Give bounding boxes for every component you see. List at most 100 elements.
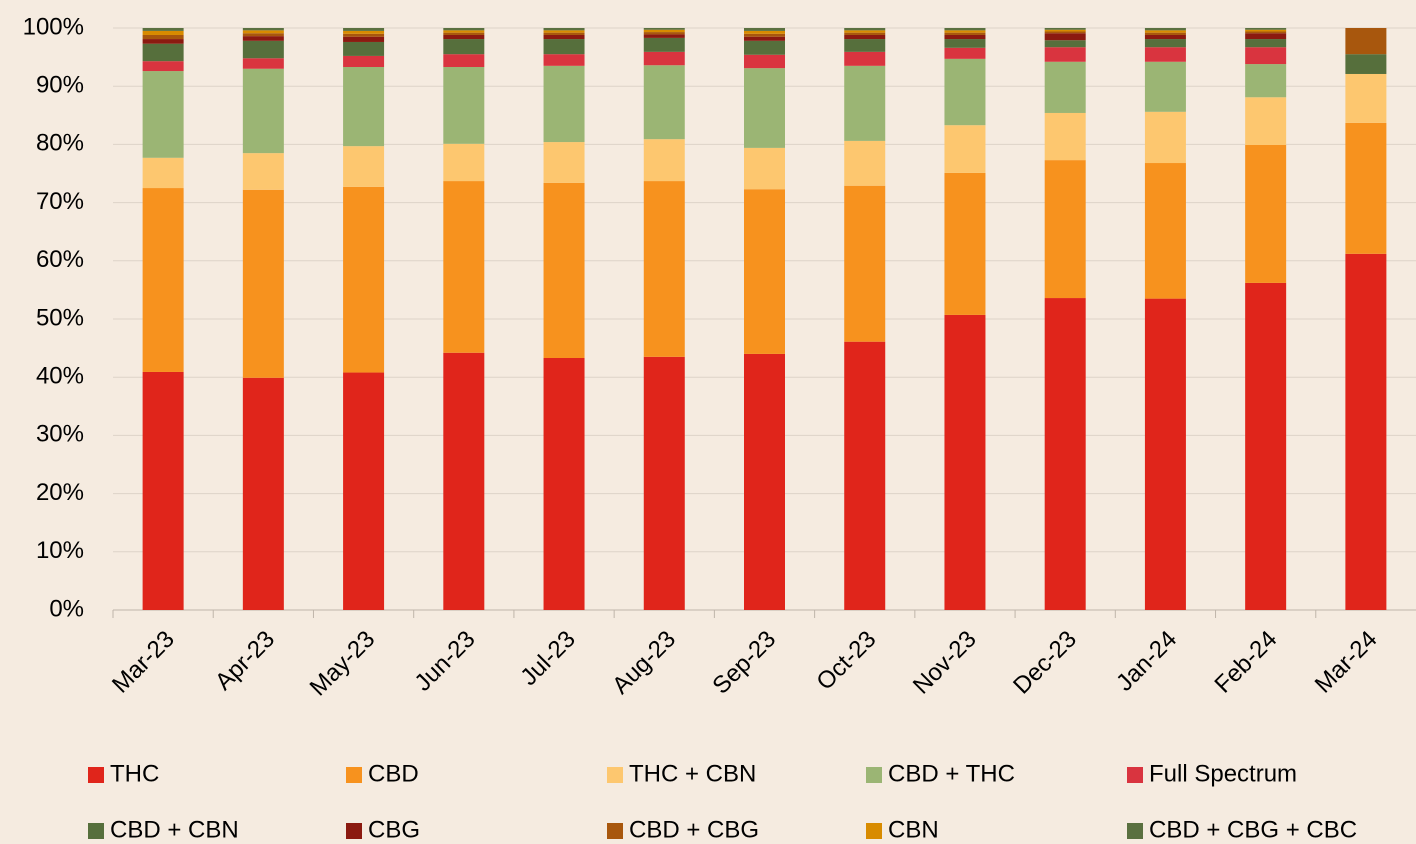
bar-segment	[543, 30, 585, 33]
bar-segment	[844, 341, 886, 610]
bar-segment	[343, 41, 385, 56]
bar-segment	[142, 71, 184, 158]
x-tick-label: Mar-23	[107, 626, 180, 699]
legend-swatch	[88, 767, 104, 783]
bar-segment	[744, 54, 785, 69]
bar-segment	[543, 54, 585, 66]
bar-segment	[844, 32, 886, 35]
bar-segment	[1144, 61, 1186, 112]
bar-segment	[1044, 28, 1086, 30]
bar-segment	[142, 61, 184, 72]
legend-swatch	[866, 767, 882, 783]
bar-segment	[1044, 33, 1086, 41]
bar-segment	[844, 28, 886, 31]
bar-segment	[1245, 282, 1287, 610]
bar-segment	[1245, 29, 1287, 32]
bar-segment	[242, 68, 284, 154]
bar-segment	[1245, 64, 1287, 98]
legend-label: CBD + CBG	[629, 816, 759, 843]
bar-segment	[1245, 39, 1287, 48]
bar-segment	[142, 43, 184, 62]
bar-segment	[1144, 47, 1186, 62]
bar-segment	[543, 65, 585, 143]
x-tick-label: Aug-23	[607, 626, 681, 700]
bar-segment	[242, 377, 284, 610]
bar-segment	[1144, 111, 1186, 164]
bar-segment	[543, 39, 585, 55]
legend-swatch	[1127, 823, 1143, 839]
bar-segment	[1144, 28, 1186, 31]
bar-segment	[844, 51, 886, 66]
x-tick-label: Jul-23	[515, 626, 580, 691]
bar-segment	[543, 142, 585, 183]
bar-segment	[1144, 39, 1186, 48]
bar-segment	[443, 143, 485, 182]
bar-segment	[1345, 122, 1387, 254]
bar-segment	[844, 65, 886, 141]
bar-segment	[142, 28, 184, 31]
bar-segment	[744, 147, 785, 190]
bar-segment	[443, 28, 485, 31]
bar-segment	[1144, 298, 1186, 610]
bar-segment	[1245, 28, 1287, 30]
bar-segment	[944, 58, 986, 126]
legend-swatch	[607, 823, 623, 839]
y-tick-label: 0%	[49, 595, 84, 622]
bar-segment	[944, 172, 986, 315]
bar-segment	[242, 28, 284, 31]
y-tick-label: 40%	[36, 363, 84, 390]
bar-segment	[1245, 97, 1287, 145]
bar-segment	[944, 39, 986, 48]
bar-segment	[1044, 298, 1086, 610]
bar-segment	[844, 30, 886, 33]
bar-segment	[1245, 47, 1287, 65]
legend-swatch	[346, 767, 362, 783]
bar-segment	[543, 34, 585, 40]
y-tick-label: 10%	[36, 537, 84, 564]
bar-segment	[1044, 40, 1086, 48]
legend-swatch	[866, 823, 882, 839]
bar-segment	[343, 28, 385, 31]
legend-label: CBN	[888, 816, 939, 843]
legend-label: THC + CBN	[629, 760, 756, 787]
bar-segment	[944, 34, 986, 40]
y-tick-label: 30%	[36, 421, 84, 448]
legend-label: CBD + CBN	[110, 816, 239, 843]
bar-segment	[443, 352, 485, 610]
bar-segment	[1044, 31, 1086, 34]
bar-segment	[1345, 28, 1387, 55]
bar-segment	[643, 32, 685, 35]
bar-segment	[543, 32, 585, 35]
bar-segment	[343, 36, 385, 42]
bar-segment	[744, 68, 785, 148]
y-tick-label: 20%	[36, 479, 84, 506]
bar-segment	[443, 39, 485, 55]
x-tick-label: Apr-23	[210, 626, 280, 696]
bar-segment	[944, 32, 986, 35]
bar-segment	[1144, 30, 1186, 33]
y-tick-label: 50%	[36, 304, 84, 331]
legend-label: CBD + THC	[888, 760, 1015, 787]
bar-segment	[944, 30, 986, 33]
bar-segment	[1044, 29, 1086, 32]
x-tick-label: Feb-24	[1210, 626, 1283, 699]
bar-segment	[242, 33, 284, 37]
bar-segment	[142, 30, 184, 35]
bar-segment	[242, 153, 284, 190]
bar-segment	[643, 51, 685, 66]
bar-segment	[643, 356, 685, 610]
bar-segment	[1345, 253, 1387, 611]
bar-segment	[844, 185, 886, 342]
bar-segment	[643, 28, 685, 30]
bar-segment	[443, 30, 485, 33]
y-tick-label: 90%	[36, 72, 84, 99]
bar-segment	[944, 47, 986, 59]
bar-segment	[744, 30, 785, 34]
x-tick-label: Oct-23	[811, 626, 881, 696]
bar-segment	[343, 30, 385, 34]
bar-segment	[543, 28, 585, 31]
bar-segment	[1245, 33, 1287, 40]
bar-segment	[1245, 31, 1287, 34]
bar-segment	[443, 32, 485, 35]
